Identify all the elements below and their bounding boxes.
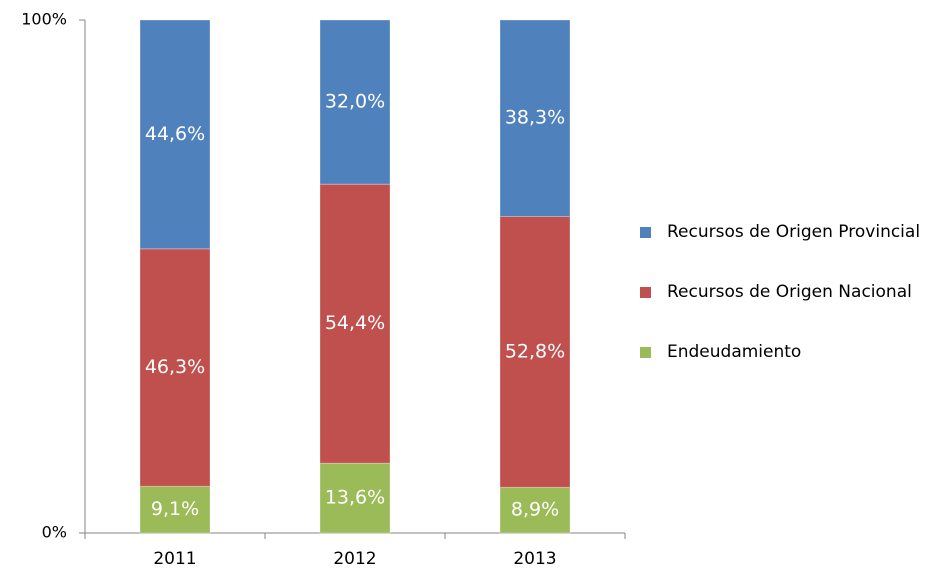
value-label: 32,0% [325,91,385,113]
value-label: 46,3% [145,356,205,378]
bar-segment [139,19,211,250]
x-tick-label: 2011 [153,549,196,569]
value-label: 44,6% [145,123,205,145]
value-label: 54,4% [325,312,385,334]
value-label: 9,1% [151,498,199,520]
bar-segment [319,19,391,185]
legend-swatch [640,287,651,298]
bar-segment [139,485,211,534]
x-tick-label: 2012 [333,549,376,569]
value-label: 13,6% [325,487,385,509]
bar-segment [319,183,391,464]
legend-swatch [640,227,651,238]
value-label: 8,9% [511,499,559,521]
bar-segment [499,19,571,217]
legend-label: Endeudamiento [667,342,801,362]
bar-segment [499,215,571,488]
value-label: 52,8% [505,340,565,362]
legend-label: Recursos de Origen Provincial [667,222,920,242]
bar-segment [139,248,211,487]
value-label: 38,3% [505,107,565,129]
y-tick-label: 0% [42,523,67,542]
bar-segment [319,462,391,534]
x-tick-label: 2013 [513,549,556,569]
legend-swatch [640,347,651,358]
legend-label: Recursos de Origen Nacional [667,282,912,302]
y-tick-label: 100% [21,10,67,29]
